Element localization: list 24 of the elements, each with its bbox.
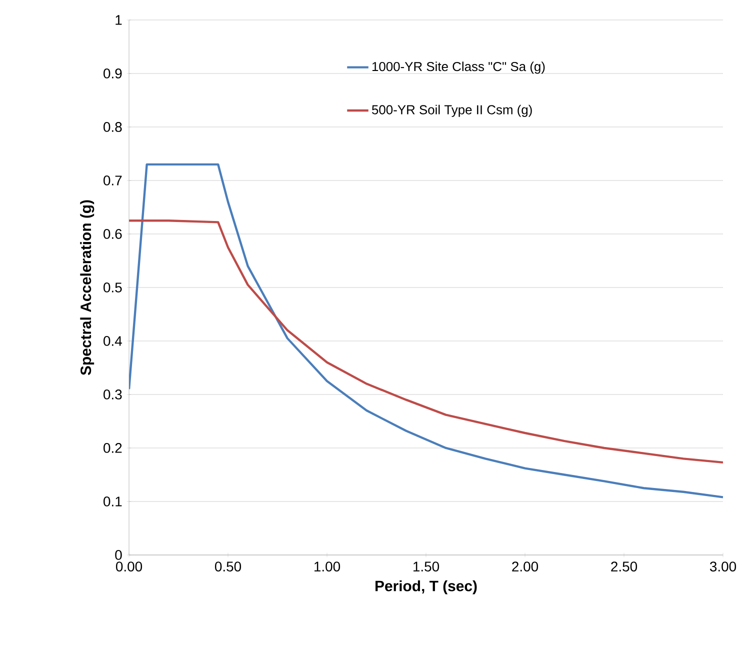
x-tick-label: 2.50 [611, 562, 638, 572]
y-tick-label: 0.9 [104, 68, 122, 78]
x-tick-label: 3.00 [710, 562, 736, 572]
x-tick-label: 2.00 [512, 562, 538, 572]
x-tick-label: 0.50 [214, 562, 242, 572]
y-tick-label: 0.4 [104, 336, 122, 346]
x-tick-label: 0.00 [116, 562, 142, 572]
line-series [129, 163, 724, 498]
x-tick-label: 1.00 [314, 562, 340, 572]
y-tick-label: 0.1 [104, 496, 122, 506]
x-tick-label: 1.50 [413, 562, 440, 572]
legend-label: 500-YR Soil Type II Csm (g) [372, 104, 532, 117]
x-axis-title: Period, T (sec) [376, 580, 477, 594]
y-tick-label: 0.8 [104, 122, 122, 132]
line-series [129, 220, 724, 464]
y-tick-label: 0.5 [104, 282, 122, 292]
y-tick-label: 0.6 [104, 229, 122, 239]
y-tick-label: 0.7 [104, 176, 122, 186]
y-tick-label: 0.2 [104, 443, 122, 453]
legend-label: 1000-YR Site Class "C" Sa (g) [372, 62, 545, 74]
y-axis-title: Spectral Acceleration (g) [80, 200, 94, 376]
y-tick-label: 1 [116, 15, 122, 25]
y-tick-label: 0 [115, 550, 122, 560]
y-tick-label: 0.3 [104, 390, 122, 400]
